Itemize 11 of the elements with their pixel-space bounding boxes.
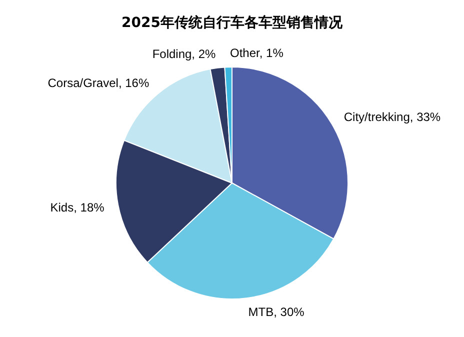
chart-title: 2025年传统自行车各车型销售情况 <box>122 14 344 31</box>
pie-slice <box>210 66 232 184</box>
slice-label: MTB, 30% <box>248 304 305 319</box>
pie-slice <box>124 68 232 184</box>
slice-label: City/trekking, 33% <box>344 110 441 124</box>
pie-slice <box>116 140 232 263</box>
slice-label: Corsa/Gravel, 16% <box>48 76 150 90</box>
slice-label: Folding, 2% <box>152 47 216 62</box>
slice-label: Other, 1% <box>230 46 284 60</box>
slice-label: Kids, 18% <box>50 200 105 214</box>
pie-slice <box>146 182 334 300</box>
